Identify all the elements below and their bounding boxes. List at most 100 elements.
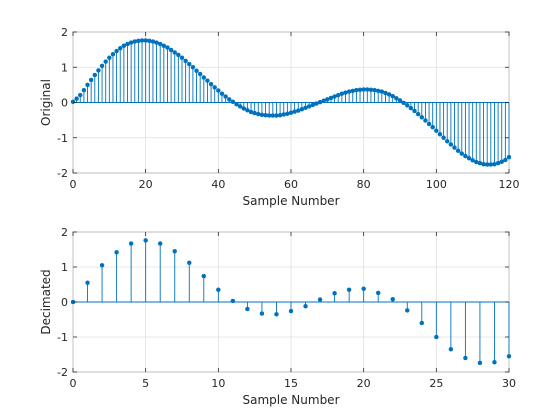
- stem-marker: [143, 238, 148, 243]
- x-tick-label: 20: [357, 377, 371, 390]
- y-axis-label: Original: [39, 79, 53, 126]
- stem-marker: [481, 161, 486, 167]
- stem-marker: [136, 38, 141, 44]
- stem-marker: [165, 45, 170, 50]
- stem-marker: [274, 312, 279, 317]
- y-tick-label: 2: [61, 26, 68, 39]
- stem-marker: [187, 260, 192, 266]
- stem-marker: [74, 96, 79, 101]
- stem-marker: [157, 241, 163, 246]
- stem-marker: [506, 354, 512, 359]
- stem-marker: [419, 320, 425, 326]
- stem-marker: [408, 105, 414, 111]
- stem-marker: [114, 48, 119, 54]
- stem-marker: [230, 298, 236, 304]
- axis-ticks: 0 5 10 15 20 25 30 -2 -1 0 1 2: [57, 226, 516, 390]
- stem-marker: [263, 112, 268, 118]
- stem-marker: [245, 306, 250, 312]
- y-tick-label: 2: [61, 226, 68, 239]
- x-tick-label: 25: [429, 377, 443, 390]
- stem-marker: [466, 155, 472, 161]
- stem-marker: [176, 52, 181, 58]
- stem-marker: [252, 110, 257, 116]
- y-tick-label: -2: [57, 167, 68, 180]
- y-tick-label: 0: [61, 296, 68, 309]
- stem-marker: [419, 115, 425, 120]
- stem-marker: [223, 94, 228, 99]
- y-tick-label: 1: [61, 61, 68, 74]
- stem-marker: [256, 111, 261, 117]
- y-tick-label: -1: [57, 132, 68, 145]
- stem-marker: [361, 286, 366, 291]
- stem-marker: [441, 135, 446, 140]
- stem-marker: [219, 91, 225, 96]
- stem-marker: [292, 109, 297, 114]
- stem-marker: [488, 162, 494, 167]
- stem-marker: [463, 355, 468, 361]
- stem-marker: [277, 112, 283, 118]
- y-axis-label: Decimated: [39, 269, 53, 334]
- stem-marker: [423, 118, 428, 123]
- stem-marker: [375, 88, 381, 94]
- stem-marker: [415, 111, 421, 117]
- stem-marker: [448, 142, 454, 147]
- x-tick-label: 5: [142, 377, 149, 390]
- stem-marker: [470, 158, 475, 163]
- stem-marker: [499, 159, 504, 164]
- stem-marker: [85, 280, 90, 285]
- stem-marker: [274, 113, 279, 118]
- original-signal-panel: 0 20 40 60 80 100 120 -2 -1 0 1 2 Sample Number Ori…: [39, 26, 520, 208]
- stem-marker: [332, 291, 337, 296]
- stem-marker: [503, 157, 508, 163]
- stem-marker: [99, 263, 105, 268]
- stem-marker: [114, 250, 119, 255]
- stem-marker: [216, 287, 221, 292]
- x-tick-label: 60: [284, 178, 298, 191]
- stem-marker: [132, 39, 138, 44]
- stem-marker: [412, 108, 417, 114]
- stem-marker: [150, 39, 156, 44]
- stem-marker: [201, 273, 207, 279]
- stem-marker: [179, 55, 185, 60]
- stem-marker: [401, 100, 406, 106]
- stem-marker: [245, 108, 250, 113]
- stem-marker: [390, 296, 395, 302]
- stem-marker: [107, 55, 112, 60]
- stem-marker: [288, 110, 294, 115]
- stem-marker: [452, 145, 457, 150]
- stem-marker: [259, 311, 265, 316]
- stem-marker: [237, 104, 243, 109]
- stem-marker: [474, 159, 479, 165]
- stem-marker: [194, 68, 199, 74]
- stem-marker: [444, 139, 450, 144]
- x-tick-label: 0: [70, 178, 77, 191]
- stem-marker: [99, 63, 105, 69]
- stem-marker: [477, 160, 483, 166]
- stem-marker: [168, 47, 174, 53]
- y-tick-label: 0: [61, 97, 68, 110]
- x-tick-label: 20: [139, 178, 153, 191]
- stem-marker: [405, 308, 410, 313]
- stem-marker: [88, 77, 94, 83]
- stem-marker: [350, 88, 356, 94]
- stem-marker: [103, 59, 108, 64]
- stem-marker: [365, 87, 370, 92]
- y-tick-label: -1: [57, 331, 68, 344]
- x-tick-label: 100: [426, 178, 447, 191]
- axis-ticks: 0 20 40 60 80 100 120 -2 -1 0 1 2: [57, 26, 519, 191]
- stem-marker: [234, 102, 239, 107]
- x-tick-label: 120: [499, 178, 520, 191]
- x-tick-label: 15: [284, 377, 298, 390]
- stem-marker: [190, 65, 196, 70]
- stem-marker: [172, 50, 177, 55]
- stem-marker: [375, 290, 381, 296]
- stem-marker: [117, 45, 123, 51]
- stem-marker: [121, 43, 127, 48]
- stem-marker: [212, 85, 217, 90]
- decimated-signal-panel: 0 5 10 15 20 25 30 -2 -1 0 1 2 Sample Number Decima…: [39, 226, 516, 407]
- y-tick-label: 1: [61, 261, 68, 274]
- stem-marker: [390, 93, 395, 99]
- stem-marker: [183, 58, 188, 64]
- x-tick-label: 10: [211, 377, 225, 390]
- stem-marker: [339, 91, 345, 96]
